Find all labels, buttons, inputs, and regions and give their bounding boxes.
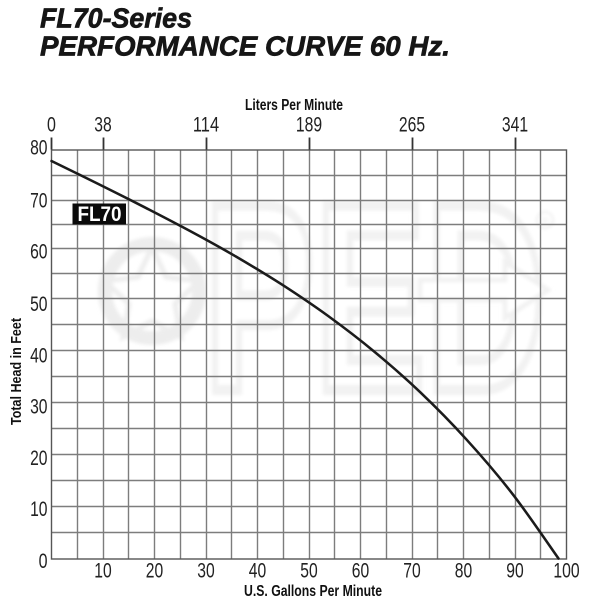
svg-text:40: 40 — [30, 345, 47, 368]
svg-text:265: 265 — [399, 114, 425, 137]
svg-text:50: 50 — [30, 293, 47, 316]
svg-text:10: 10 — [94, 560, 111, 583]
svg-text:100: 100 — [553, 560, 579, 583]
svg-text:341: 341 — [502, 114, 528, 137]
svg-text:FL70-Series: FL70-Series — [40, 3, 192, 34]
svg-text:0: 0 — [39, 550, 48, 573]
svg-text:90: 90 — [506, 560, 523, 583]
svg-text:0: 0 — [47, 114, 56, 137]
svg-text:80: 80 — [455, 560, 472, 583]
svg-text:U.S. Gallons Per Minute: U.S. Gallons Per Minute — [244, 583, 382, 600]
svg-text:80: 80 — [30, 137, 47, 160]
svg-text:20: 20 — [30, 447, 47, 470]
svg-text:Total Head in Feet: Total Head in Feet — [9, 318, 25, 425]
svg-text:20: 20 — [146, 560, 163, 583]
svg-text:70: 70 — [403, 560, 420, 583]
svg-text:38: 38 — [94, 114, 111, 137]
svg-text:R: R — [542, 217, 550, 228]
svg-text:30: 30 — [197, 560, 214, 583]
svg-text:PERFORMANCE CURVE 60 Hz.: PERFORMANCE CURVE 60 Hz. — [40, 31, 450, 62]
svg-text:70: 70 — [30, 190, 47, 213]
svg-text:50: 50 — [300, 560, 317, 583]
svg-text:FL70: FL70 — [78, 202, 122, 226]
svg-text:114: 114 — [193, 114, 219, 137]
svg-text:60: 60 — [352, 560, 369, 583]
svg-text:Liters Per Minute: Liters Per Minute — [245, 97, 343, 114]
svg-text:40: 40 — [249, 560, 266, 583]
svg-text:10: 10 — [30, 498, 47, 521]
svg-text:60: 60 — [30, 241, 47, 264]
svg-text:189: 189 — [296, 114, 322, 137]
svg-text:30: 30 — [30, 396, 47, 419]
